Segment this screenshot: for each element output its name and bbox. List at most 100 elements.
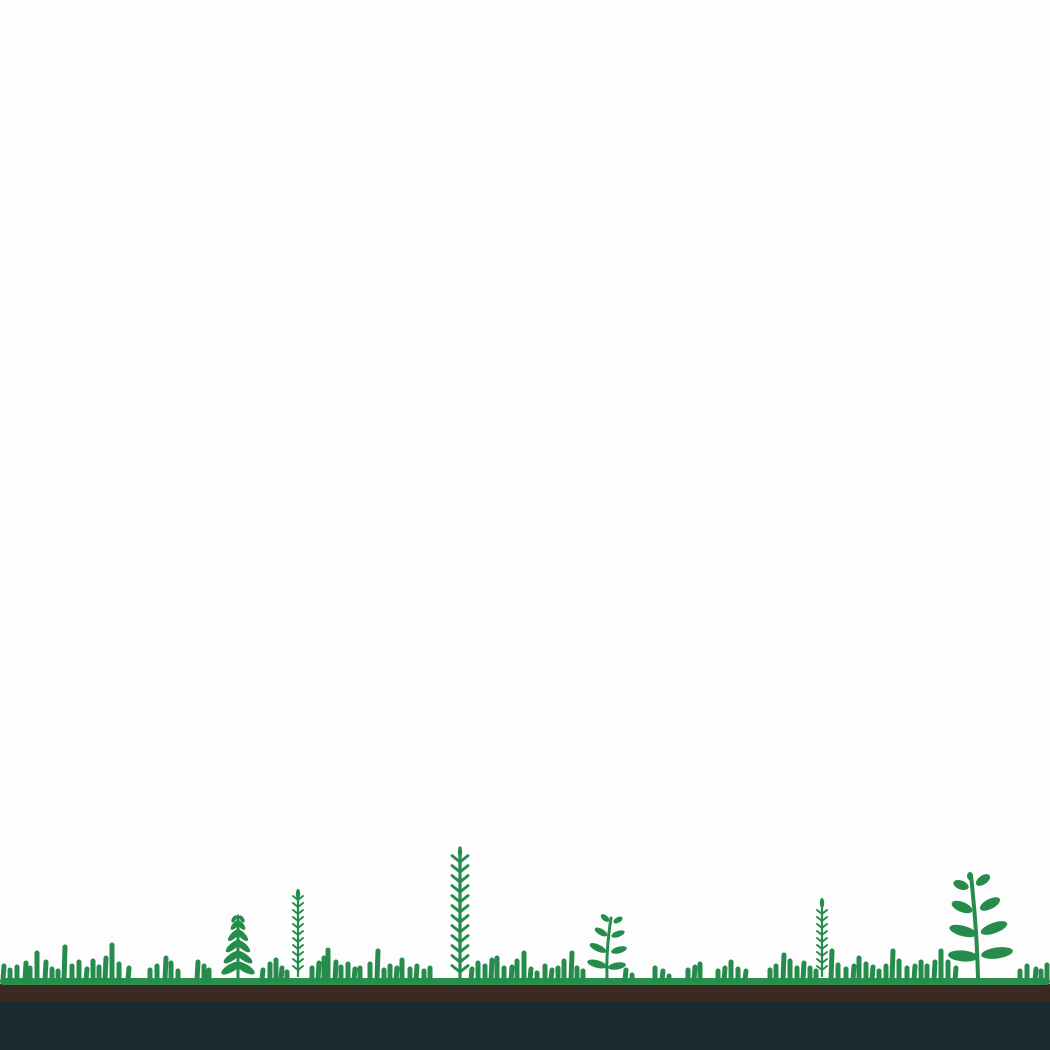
stalk-leaf	[816, 909, 823, 915]
stalk-leaf	[458, 964, 470, 974]
grass-blade	[800, 960, 807, 983]
stalk-leaf	[458, 854, 470, 864]
stalk-leaf	[816, 944, 823, 950]
stalk-leaf	[292, 923, 299, 929]
grass-blade	[1032, 966, 1039, 983]
grass-blade	[691, 964, 698, 983]
stalk-leaf	[297, 958, 304, 964]
grass-blade	[527, 966, 534, 983]
grass-blade	[125, 965, 132, 983]
stalk-leaf	[821, 958, 828, 964]
grass-blade	[828, 948, 835, 983]
stalk-leaf	[292, 937, 299, 943]
stalk-leaf	[458, 944, 470, 954]
stalk-leaf	[816, 958, 823, 964]
grass-blade	[850, 963, 857, 983]
stalk-leaf	[450, 904, 462, 914]
stalk-leaf	[816, 951, 823, 957]
grass-blade	[952, 965, 959, 983]
stalk-leaf	[458, 864, 470, 874]
stalk-leaf	[292, 944, 299, 950]
grass-blade	[659, 968, 666, 983]
grass-blade	[83, 966, 90, 983]
stalk-leaf	[821, 909, 828, 915]
grass-blade	[568, 950, 575, 983]
stalk-leaf	[450, 914, 462, 924]
stalk-leaf	[450, 854, 462, 864]
stalk-leaf	[450, 874, 462, 884]
stalk-leaf	[292, 916, 299, 922]
stalk-leaf	[821, 965, 828, 971]
grass-blade	[315, 960, 322, 983]
stalk-leaf	[450, 884, 462, 894]
grass-blade	[742, 968, 749, 983]
stalk-leaf	[297, 916, 304, 922]
grass-blade	[508, 964, 515, 983]
grass-blade	[931, 959, 938, 983]
grass-blade	[548, 967, 555, 983]
grass-blade	[22, 960, 29, 983]
stalk-leaf	[458, 914, 470, 924]
stalk-leaf	[292, 895, 299, 901]
grass-blade	[468, 966, 475, 983]
stalk-leaf	[450, 944, 462, 954]
stalk-leaf	[450, 954, 462, 964]
stalk-leaf	[297, 895, 304, 901]
grass-blade	[869, 964, 876, 983]
grass-blade	[259, 967, 266, 983]
sprout-plant	[587, 914, 627, 980]
stalk-leaf	[297, 923, 304, 929]
grass-blade	[374, 948, 381, 983]
stalk-leaf	[450, 924, 462, 934]
stalk-leaf	[458, 934, 470, 944]
fern-plant	[221, 914, 255, 980]
stalk-leaf	[458, 924, 470, 934]
stalk-leaf	[821, 916, 828, 922]
stalk-leaf	[816, 937, 823, 943]
sky-background	[0, 0, 1050, 985]
grass-blade	[393, 965, 400, 983]
stalk-leaf	[821, 951, 828, 957]
stalk-tip	[295, 889, 301, 899]
stalk-leaf	[821, 923, 828, 929]
slender-fern-plant	[292, 888, 304, 978]
stalk-leaf	[450, 934, 462, 944]
grass-blades	[0, 942, 1050, 983]
stalk-leaf	[292, 965, 299, 971]
stalk-leaf	[821, 944, 828, 950]
grass-blade	[488, 957, 495, 983]
stalk-leaf	[458, 884, 470, 894]
grass-blade	[61, 944, 68, 983]
stalk-leaf	[816, 965, 823, 971]
stalk-leaf	[297, 930, 304, 936]
grass-blade	[351, 966, 358, 983]
grass-blade	[42, 959, 49, 983]
tall-stalk-plant	[450, 846, 470, 980]
stalk-leaf	[816, 930, 823, 936]
stalk-leaf	[450, 864, 462, 874]
stalk-leaf	[816, 923, 823, 929]
stalk-leaf	[292, 930, 299, 936]
grass-blade	[194, 959, 201, 983]
stalk-leaf	[458, 954, 470, 964]
stalk-leaf	[450, 964, 462, 974]
soil-strip	[0, 984, 1050, 1002]
grass-blade	[721, 965, 728, 983]
stalk-leaf	[450, 894, 462, 904]
stalk-tip	[819, 898, 825, 908]
bedrock	[0, 1000, 1050, 1050]
grass-blade	[278, 965, 285, 983]
grass-blade	[332, 959, 339, 983]
stalk-leaf	[297, 944, 304, 950]
stalk-leaf	[292, 951, 299, 957]
stalk-leaf	[297, 951, 304, 957]
grass-blade	[911, 963, 918, 983]
stalk-leaf	[297, 937, 304, 943]
broadleaf-plant	[948, 872, 1013, 980]
stalk-leaf	[458, 904, 470, 914]
grass-blade	[102, 955, 109, 983]
stalk-leaf	[821, 937, 828, 943]
stalk-leaf	[292, 909, 299, 915]
stalk-leaf	[297, 909, 304, 915]
